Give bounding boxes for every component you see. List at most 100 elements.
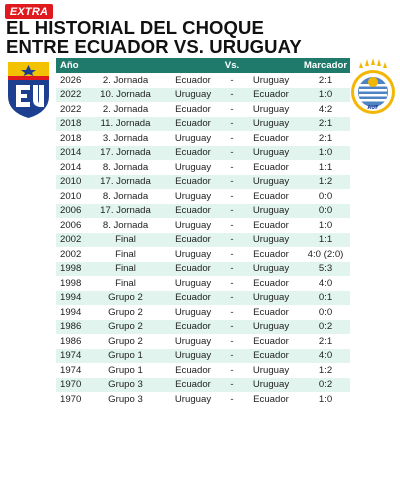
cell-year: 1998 bbox=[56, 261, 88, 276]
cell-round: Final bbox=[88, 261, 163, 276]
table-body: 2026 2. Jornada Ecuador - Uruguay 2:1 2022 10. … bbox=[56, 73, 350, 407]
cell-score: 0:0 bbox=[318, 306, 333, 318]
cell-vs: - bbox=[230, 335, 234, 347]
cell-away-team: Ecuador bbox=[253, 277, 289, 289]
cell-score: 1:0 bbox=[318, 393, 333, 405]
table-header-row: Año Vs. Marcador bbox=[56, 58, 350, 73]
cell-vs: - bbox=[223, 348, 241, 363]
cell-round: 8. Jornada bbox=[102, 161, 149, 173]
cell-vs: - bbox=[230, 219, 234, 231]
cell-score: 1:2 bbox=[318, 364, 333, 376]
cell-away-team: Uruguay bbox=[241, 174, 301, 189]
cell-year: 2010 bbox=[60, 190, 82, 202]
cell-round: 17. Jornada bbox=[88, 203, 163, 218]
table-row: 1970 Grupo 3 Ecuador - Uruguay 0:2 bbox=[56, 377, 350, 392]
table-row: 2010 17. Jornada Ecuador - Uruguay 1:2 bbox=[56, 174, 350, 189]
cell-year: 1970 bbox=[56, 377, 88, 392]
cell-home-team: Ecuador bbox=[163, 145, 223, 160]
cell-away-team: Uruguay bbox=[252, 74, 290, 86]
cell-vs: - bbox=[223, 319, 241, 334]
cell-round: 2. Jornada bbox=[102, 74, 149, 86]
cell-vs: - bbox=[223, 377, 241, 392]
cell-away-team: Ecuador bbox=[253, 219, 289, 231]
cell-round: Grupo 2 bbox=[88, 319, 163, 334]
cell-year: 2018 bbox=[60, 132, 82, 144]
cell-year: 2014 bbox=[60, 161, 82, 173]
cell-away-team: Uruguay bbox=[241, 377, 301, 392]
table-row: 2010 8. Jornada Uruguay - Ecuador 0:0 bbox=[56, 189, 350, 204]
cell-away-team: Uruguay bbox=[252, 103, 290, 115]
table-row: 1994 Grupo 2 Ecuador - Uruguay 0:1 bbox=[56, 290, 350, 305]
cell-score: 1:0 bbox=[301, 87, 350, 102]
title-line-2: ENTRE ECUADOR VS. URUGUAY bbox=[6, 36, 302, 57]
cell-vs: - bbox=[223, 261, 241, 276]
extra-logo-text: EXTRA bbox=[9, 5, 49, 18]
cell-round: 3. Jornada bbox=[102, 132, 149, 144]
cell-round: Final bbox=[115, 248, 136, 260]
cell-score: 4:0 bbox=[301, 348, 350, 363]
cell-home-team: Ecuador bbox=[175, 103, 211, 115]
cell-round: 17. Jornada bbox=[88, 174, 163, 189]
cell-away-team: Uruguay bbox=[241, 116, 301, 131]
cell-vs: - bbox=[230, 364, 234, 376]
cell-score: 2:1 bbox=[318, 335, 333, 347]
cell-year: 2002 bbox=[56, 232, 88, 247]
match-history-table: Año Vs. Marcador 2026 2. Jornada Ecuador - U… bbox=[56, 58, 350, 407]
cell-year: 2010 bbox=[56, 174, 88, 189]
cell-year: 1986 bbox=[60, 335, 82, 347]
cell-year: 1974 bbox=[56, 348, 88, 363]
ecuador-federation-crest-icon bbox=[8, 62, 49, 118]
title-line-1: EL HISTORIAL DEL CHOQUE bbox=[6, 17, 264, 38]
cell-score: 0:0 bbox=[318, 190, 333, 202]
table-row: 2002 Final Uruguay - Ecuador 4:0 (2:0) bbox=[56, 247, 350, 262]
cell-away-team: Ecuador bbox=[253, 161, 289, 173]
cell-round: 10. Jornada bbox=[88, 87, 163, 102]
cell-vs: - bbox=[230, 393, 234, 405]
cell-away-team: Ecuador bbox=[241, 87, 301, 102]
cell-away-team: Uruguay bbox=[241, 145, 301, 160]
cell-vs: - bbox=[230, 161, 234, 173]
cell-home-team: Ecuador bbox=[163, 203, 223, 218]
cell-vs: - bbox=[223, 116, 241, 131]
cell-round: 2. Jornada bbox=[102, 103, 149, 115]
cell-home-team: Uruguay bbox=[163, 348, 223, 363]
cell-home-team: Uruguay bbox=[174, 335, 212, 347]
cell-score: 4:0 (2:0) bbox=[307, 248, 344, 260]
cell-score: 5:3 bbox=[301, 261, 350, 276]
table-row: 2002 Final Ecuador - Uruguay 1:1 bbox=[56, 232, 350, 247]
page-title: EL HISTORIAL DEL CHOQUE ENTRE ECUADOR VS… bbox=[6, 18, 396, 56]
col-header-away bbox=[241, 58, 301, 73]
cell-away-team: Ecuador bbox=[253, 248, 289, 260]
cell-score: 4:2 bbox=[318, 103, 333, 115]
cell-year: 2022 bbox=[56, 87, 88, 102]
cell-home-team: Ecuador bbox=[175, 364, 211, 376]
cell-year: 2014 bbox=[56, 145, 88, 160]
cell-vs: - bbox=[223, 145, 241, 160]
cell-score: 2:1 bbox=[301, 116, 350, 131]
cell-home-team: Ecuador bbox=[163, 261, 223, 276]
cell-home-team: Ecuador bbox=[163, 290, 223, 305]
cell-vs: - bbox=[230, 190, 234, 202]
cell-home-team: Ecuador bbox=[163, 319, 223, 334]
cell-year: 1986 bbox=[56, 319, 88, 334]
cell-home-team: Uruguay bbox=[174, 190, 212, 202]
cell-vs: - bbox=[223, 203, 241, 218]
cell-round: 11. Jornada bbox=[88, 116, 163, 131]
cell-year: 1970 bbox=[60, 393, 82, 405]
cell-vs: - bbox=[230, 248, 234, 260]
cell-round: 8. Jornada bbox=[102, 190, 149, 202]
table-row: 2026 2. Jornada Ecuador - Uruguay 2:1 bbox=[56, 73, 350, 88]
cell-away-team: Uruguay bbox=[241, 203, 301, 218]
cell-home-team: Uruguay bbox=[174, 132, 212, 144]
cell-round: Grupo 2 bbox=[108, 306, 143, 318]
cell-round: 17. Jornada bbox=[88, 145, 163, 160]
cell-home-team: Ecuador bbox=[163, 377, 223, 392]
cell-vs: - bbox=[230, 306, 234, 318]
extra-logo: EXTRA bbox=[5, 4, 53, 19]
table-row: 2014 8. Jornada Uruguay - Ecuador 1:1 bbox=[56, 160, 350, 175]
cell-round: 8. Jornada bbox=[102, 219, 149, 231]
table-row: 2018 11. Jornada Ecuador - Uruguay 2:1 bbox=[56, 116, 350, 131]
col-header-round bbox=[88, 58, 163, 73]
cell-vs: - bbox=[230, 74, 234, 86]
cell-home-team: Uruguay bbox=[174, 219, 212, 231]
